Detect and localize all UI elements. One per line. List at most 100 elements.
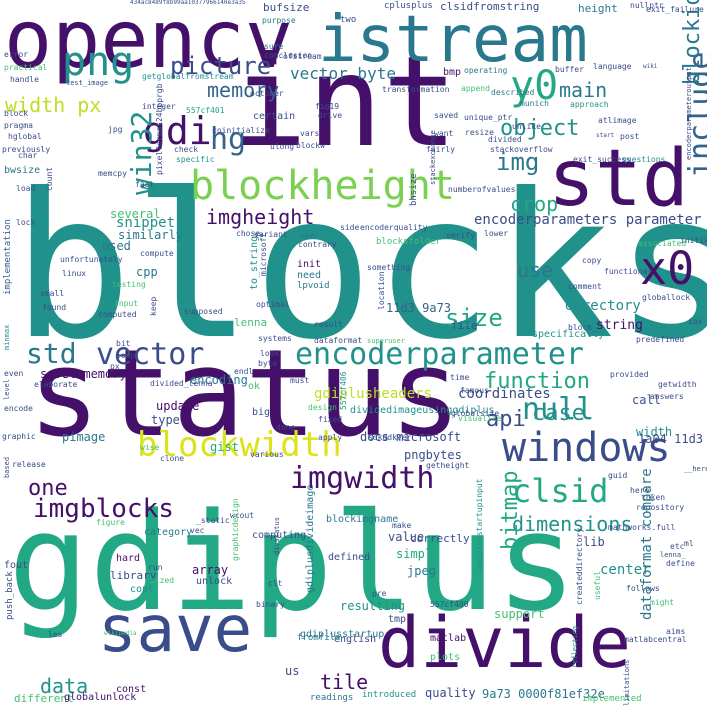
word-initialize: initialize xyxy=(680,236,707,245)
word-blocksfolder: blocksfolder xyxy=(376,237,442,247)
word-integer: integer xyxy=(142,102,176,111)
word-snippet: snippet xyxy=(116,215,176,231)
word-init: init xyxy=(297,259,322,270)
word-drive: drive xyxy=(318,111,343,120)
word-static: _static xyxy=(196,516,230,525)
word-implemented: implemented xyxy=(582,694,642,704)
word-defined: defined xyxy=(328,552,371,563)
word-encoderparameter: encoderparameter xyxy=(295,337,584,372)
word-side: side xyxy=(340,223,360,232)
word-previously: previously xyxy=(2,145,51,154)
word-case: case xyxy=(532,401,585,426)
word-approach: approach xyxy=(570,100,609,109)
word-hash-top: 434ac8489f8b99aa10377966140e3a35 xyxy=(130,0,246,6)
word-std2: std xyxy=(26,337,77,370)
word-type: type xyxy=(151,413,180,427)
word-testing: testing xyxy=(112,280,146,289)
word-function: function xyxy=(484,369,590,394)
word-width: width xyxy=(636,425,673,439)
word-make: make xyxy=(392,521,412,530)
word-dividedimageusinggdiplus: dividedimageusinggdiplus xyxy=(350,405,495,416)
word-different: different xyxy=(14,692,74,705)
word-certain: certain xyxy=(253,111,296,122)
word-location: location xyxy=(377,271,386,310)
word-chose: chose xyxy=(236,229,261,238)
word-comment: comment xyxy=(568,282,602,291)
word-handle: handle xyxy=(10,75,39,84)
word-etc: etc xyxy=(670,542,685,551)
word-cpp: cpp xyxy=(136,265,158,279)
word-nullptr: nullptr xyxy=(630,1,664,10)
word-variant: variant xyxy=(254,230,288,239)
word-y0: y0 xyxy=(510,63,559,109)
word-even: even xyxy=(4,369,24,378)
word-provided: provided xyxy=(610,370,649,379)
word-imgwidth: imgwidth xyxy=(290,461,435,496)
word-hard: hard xyxy=(116,553,141,564)
word-result: result xyxy=(314,320,343,329)
word-predefined: predefined xyxy=(636,335,685,344)
word-lpvoid: lpvoid xyxy=(297,281,330,291)
word-lock: lock xyxy=(16,218,36,227)
word-ios: ios xyxy=(688,317,703,326)
word-resize: resize xyxy=(465,128,494,137)
word-copy: copy xyxy=(582,256,602,265)
word-buffer: buffer xyxy=(555,65,584,74)
word-gdiplusstartup: gdiplusstartup xyxy=(300,629,385,640)
word-user: user xyxy=(300,231,320,240)
word-lower: lower xyxy=(484,229,509,238)
word-main: main xyxy=(559,78,608,102)
word-sized: sized xyxy=(150,576,175,585)
word-gist: gist xyxy=(210,440,239,454)
word-clsid: clsid xyxy=(512,472,609,510)
word-practical: practical xyxy=(4,63,48,72)
word-fout: fout xyxy=(4,560,29,571)
word-encode: encode xyxy=(4,404,33,413)
word-several: several xyxy=(110,207,161,221)
word-const: const xyxy=(116,684,147,695)
word-matlab: matlab xyxy=(430,633,467,644)
word-error: error xyxy=(4,50,29,59)
word-memory: memory xyxy=(207,78,280,102)
word-getglobalfromstream: getglobalfromstream xyxy=(142,72,234,81)
word-fig19: fig19 xyxy=(315,102,340,111)
word-small: small xyxy=(40,289,65,298)
word-les: les xyxy=(48,630,63,639)
word-visualize: visualize xyxy=(458,414,502,423)
word-save: save xyxy=(98,593,253,667)
word-graphic: graphic xyxy=(2,432,36,441)
word-famous: famous xyxy=(460,386,489,395)
word-questions: questions xyxy=(622,155,666,164)
word-support: support xyxy=(494,607,545,621)
word-tmp: tmp xyxy=(388,614,407,625)
word-gdiplusstartupinput: gdiplusstartupinput xyxy=(475,478,484,570)
word-ok: ok xyxy=(248,381,261,392)
word-plots: plots xyxy=(430,652,461,663)
word-release: release xyxy=(12,460,46,469)
word-lib: lib xyxy=(583,535,605,549)
word-vector: vector xyxy=(96,337,205,372)
word-need: need xyxy=(297,270,322,281)
word-int: int xyxy=(232,30,458,175)
word-introduced: introduced xyxy=(362,690,417,700)
word-blockimgname: blockimgname xyxy=(326,514,399,525)
word-level: level xyxy=(3,378,11,400)
word-unlike: unlike xyxy=(512,122,541,131)
word-wise: wise xyxy=(140,443,160,452)
word-clsidfromstring: clsidfromstring xyxy=(440,0,540,13)
word-fairly: fairly xyxy=(426,145,455,154)
word-aims: aims xyxy=(666,627,686,636)
word-operating: operating xyxy=(464,66,508,75)
word-call: call xyxy=(632,393,661,407)
word-unique-ptr: unique_ptr xyxy=(464,113,513,122)
word-divided: divided xyxy=(488,135,522,144)
word-vars: vars xyxy=(300,129,320,138)
word-hash2: 557cf400 xyxy=(430,600,469,609)
word-directory: directory xyxy=(565,298,641,314)
word-block: block xyxy=(4,109,29,118)
word-encoderparameteroutput: encoderparameteroutput xyxy=(685,67,693,160)
word-want: want xyxy=(434,129,454,138)
word-quality: quality xyxy=(425,686,476,700)
word-png: png xyxy=(62,39,135,85)
